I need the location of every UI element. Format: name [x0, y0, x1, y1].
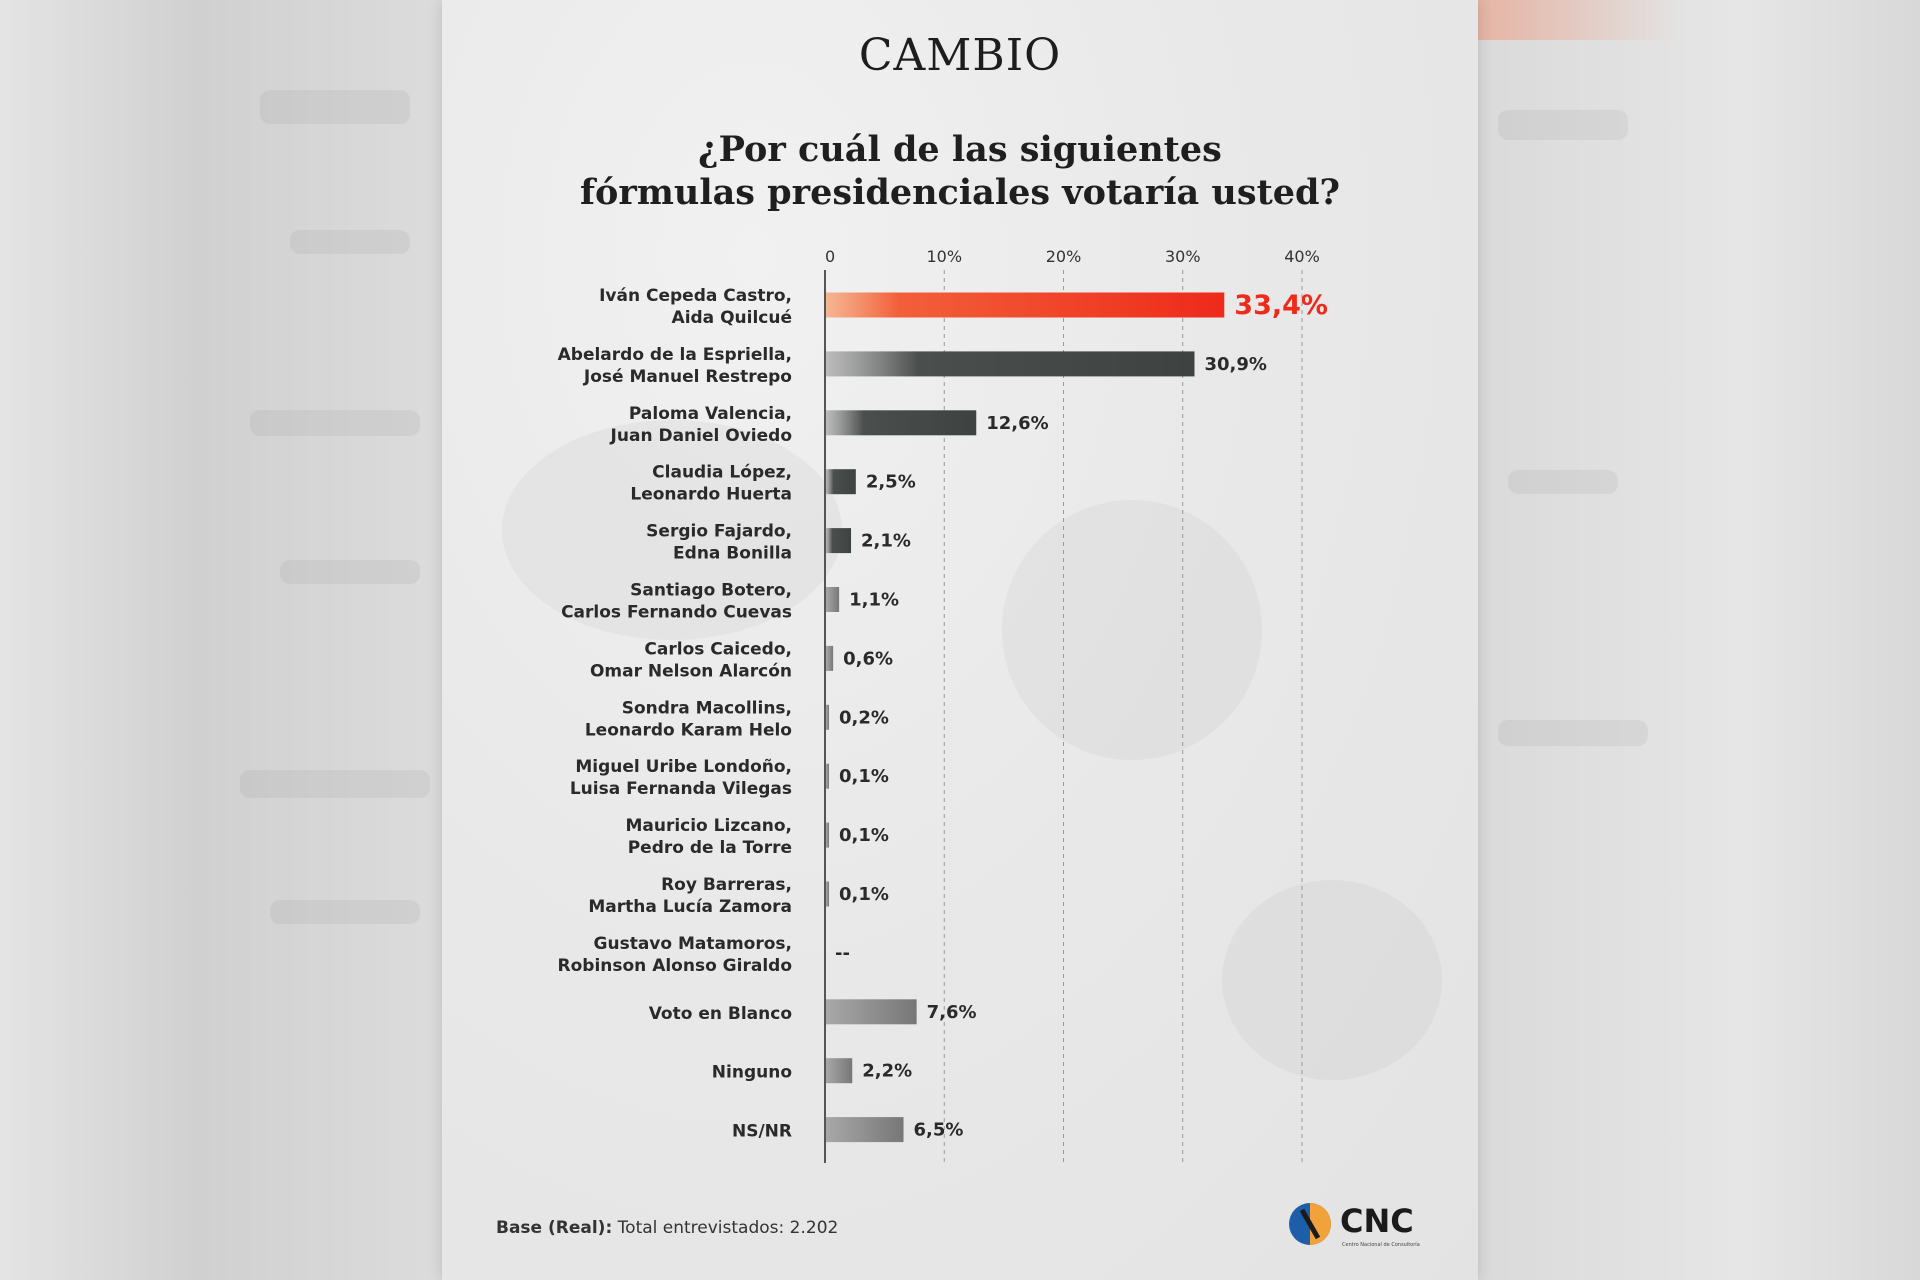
tick-label-30: 30% [1165, 247, 1201, 266]
tick-label-10: 10% [926, 247, 962, 266]
bar [826, 1058, 853, 1084]
bar [826, 410, 977, 436]
cnc-logo: CNC Centro Nacional de Consultoría [1288, 1200, 1438, 1252]
bar [826, 763, 829, 789]
base-text: Total entrevistados: 2.202 [612, 1218, 839, 1238]
category-label: Abelardo de la Espriella, José Manuel Res… [558, 345, 792, 387]
category-label: Iván Cepeda Castro, Aida Quilcué [599, 286, 792, 328]
bar [826, 587, 840, 612]
category-label: Voto en Blanco [649, 1004, 792, 1024]
base-note: Base (Real): Total entrevistados: 2.202 [496, 1218, 838, 1238]
category-label: Claudia López, Leonardo Huerta [630, 463, 792, 505]
bar [826, 351, 1195, 377]
bar [826, 704, 829, 730]
chart-title-line-1: ¿Por cuál de las siguientes [698, 129, 1222, 170]
value-label: 0,1% [839, 884, 889, 905]
bar [826, 292, 1225, 318]
cnc-logo-subtitle: Centro Nacional de Consultoría [1342, 1242, 1420, 1248]
bar [826, 822, 829, 848]
bar-chart: 0 10% 20% 30% 40% Iván Cepeda Castro, Aida Qu… [558, 247, 1328, 1163]
category-label: Sondra Macollins, Leonardo Karam Helo [585, 698, 792, 740]
blurred-accent [1478, 0, 1678, 40]
value-label: 12,6% [986, 413, 1048, 434]
cnc-logo-icon [1289, 1203, 1331, 1245]
value-label: -- [835, 943, 850, 964]
tick-label-0: 0 [825, 247, 835, 266]
category-label: Mauricio Lizcano, Pedro de la Torre [625, 816, 792, 858]
category-label: Roy Barreras, Martha Lucía Zamora [588, 875, 792, 917]
category-label: Sergio Fajardo, Edna Bonilla [646, 522, 792, 564]
category-label: Santiago Botero, Carlos Fernando Cuevas [561, 581, 792, 623]
value-label: 2,2% [862, 1061, 912, 1082]
chart-title: ¿Por cuál de las siguientes fórmulas pre… [442, 128, 1478, 214]
value-label: 2,1% [861, 531, 911, 552]
value-label: 0,6% [843, 648, 893, 669]
bar [826, 469, 856, 495]
category-label: Ninguno [712, 1063, 792, 1083]
bar [826, 528, 852, 554]
bar [826, 881, 829, 907]
value-label: 0,1% [839, 766, 889, 787]
value-label: 1,1% [849, 590, 899, 611]
category-label: Paloma Valencia, Juan Daniel Oviedo [610, 404, 792, 446]
tick-label-20: 20% [1046, 247, 1082, 266]
value-label: 33,4% [1234, 290, 1328, 321]
chart-title-line-2: fórmulas presidenciales votaría usted? [580, 172, 1340, 213]
value-label: 30,9% [1204, 354, 1266, 375]
infographic-card: CAMBIO ¿Por cuál de las siguientes fórmu… [442, 0, 1478, 1280]
blurred-background-right [1478, 0, 1920, 1280]
bar [826, 999, 917, 1025]
value-label: 0,1% [839, 825, 889, 846]
bar [826, 645, 834, 671]
value-label: 7,6% [927, 1002, 977, 1023]
brand-logo: CAMBIO [858, 30, 1062, 81]
bar [826, 1117, 904, 1143]
tick-label-40: 40% [1284, 247, 1320, 266]
cnc-logo-text: CNC [1340, 1202, 1414, 1240]
base-label: Base (Real): [496, 1218, 613, 1238]
value-label: 0,2% [839, 707, 889, 728]
category-label: NS/NR [732, 1122, 792, 1142]
value-label: 2,5% [866, 472, 916, 493]
blurred-background-left [0, 0, 442, 1280]
category-label: Miguel Uribe Londoño, Luisa Fernanda Vile… [570, 757, 792, 799]
category-label: Gustavo Matamoros, Robinson Alonso Girald… [558, 934, 792, 976]
category-label: Carlos Caicedo, Omar Nelson Alarcón [590, 639, 792, 681]
value-label: 6,5% [914, 1120, 964, 1141]
